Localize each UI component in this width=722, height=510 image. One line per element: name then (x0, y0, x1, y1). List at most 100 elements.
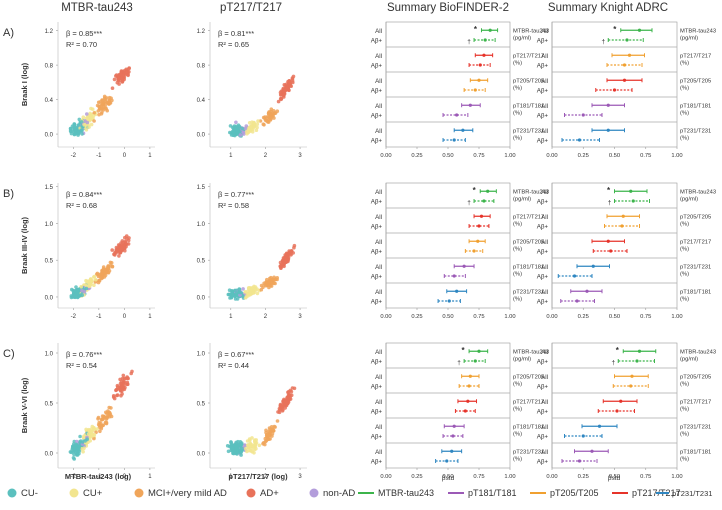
scatter-point (98, 423, 103, 428)
scatter-point (96, 274, 101, 279)
scatter-point (102, 94, 107, 99)
row-label-abeta: Aβ+ (371, 359, 383, 366)
scatter-point (254, 446, 258, 451)
x-tick-label: -2 (71, 314, 77, 320)
scatter-point (282, 255, 287, 260)
biomarker-unit: (%) (513, 60, 522, 66)
scatter-point (78, 434, 82, 439)
scatter-point (97, 278, 102, 283)
beta-annotation: β = 0.85*** (66, 29, 102, 38)
scatter-point (239, 453, 243, 457)
row-label-all: All (541, 189, 548, 196)
column-title: MTBR-tau243 (61, 2, 133, 14)
forest-x-tick: 0.25 (411, 474, 422, 480)
point-estimate-abeta (482, 199, 486, 203)
point-estimate-all (627, 53, 632, 57)
scatter-point (71, 456, 76, 460)
scatter-point (243, 290, 248, 294)
row-label-abeta: Aβ+ (537, 224, 549, 231)
r2-annotation: R² = 0.54 (66, 361, 97, 370)
scatter-point (229, 289, 234, 293)
biomarker-unit: (pg/ml) (513, 196, 531, 202)
row-label-all: All (541, 449, 548, 456)
scatter-point (100, 269, 104, 274)
scatter-point (119, 69, 124, 73)
scatter-point (249, 124, 253, 129)
x-axis-label: βstd (608, 475, 621, 482)
scatter-point (268, 118, 273, 122)
y-axis-label: Braak I (log) (20, 62, 29, 106)
legend-label: MTBR-tau243 (378, 488, 434, 498)
scatter-point (124, 67, 128, 72)
scatter-point (100, 98, 105, 103)
point-estimate-abeta (473, 88, 477, 92)
point-estimate-all (450, 449, 454, 453)
scatter-point (292, 386, 297, 391)
y-tick-label: 0.4 (197, 98, 206, 104)
row-label-all: All (375, 349, 382, 356)
x-tick-label: -2 (71, 474, 77, 480)
scatter-point (228, 296, 232, 300)
scatter-point (105, 108, 109, 113)
scatter-point (292, 243, 297, 248)
y-tick-label: 0.0 (45, 295, 54, 301)
biomarker-label: pT181/T181 (513, 103, 544, 109)
row-label-abeta: Aβ+ (371, 88, 383, 95)
biomarker-unit: (pg/ml) (513, 356, 531, 362)
scatter-point (278, 264, 283, 269)
biomarker-unit: (%) (680, 85, 689, 91)
point-estimate-abeta (451, 434, 455, 438)
scatter-point (235, 126, 239, 130)
point-estimate-abeta (467, 384, 471, 388)
biomarker-label: pT217/T217 (680, 399, 711, 405)
scatter-point (74, 442, 78, 447)
point-estimate-abeta (447, 299, 451, 303)
scatter-point (103, 97, 108, 102)
biomarker-label: pT231/T231 (513, 128, 544, 134)
y-axis-label: Braak V-VI (log) (20, 377, 29, 433)
point-estimate-all (585, 289, 589, 293)
forest-frame (385, 342, 511, 469)
point-estimate-abeta (473, 359, 477, 363)
forest-x-tick: 1.00 (671, 153, 682, 159)
r2-annotation: R² = 0.68 (66, 201, 97, 210)
biomarker-label: pT205/T205 (513, 78, 544, 84)
scatter-point (92, 274, 97, 279)
scatter-point (124, 234, 129, 238)
x-tick-label: 0 (123, 474, 127, 480)
row-label-all: All (541, 264, 548, 271)
scatter-point (90, 107, 95, 111)
row-label-all: All (375, 289, 382, 296)
point-estimate-all (476, 239, 480, 243)
row-label-abeta: Aβ+ (537, 384, 549, 391)
point-estimate-abeta (477, 224, 481, 228)
scatter-point (122, 376, 127, 381)
forest-x-tick: 0.75 (640, 153, 651, 159)
row-label-all: All (541, 349, 548, 356)
point-estimate-all (468, 374, 472, 378)
scatter-point (116, 243, 121, 247)
x-tick-label: 3 (298, 474, 302, 480)
scatter-point (234, 440, 238, 445)
r2-annotation: R² = 0.58 (218, 201, 249, 210)
biomarker-unit: (%) (513, 85, 522, 91)
scatter-point (270, 111, 275, 115)
point-estimate-all (606, 239, 610, 243)
scatter-point (88, 115, 92, 120)
scatter-point (256, 119, 260, 123)
point-estimate-all (462, 264, 466, 268)
row-label-all: All (375, 189, 382, 196)
y-tick-label: 1.0 (197, 352, 206, 358)
biomarker-unit: (%) (680, 431, 689, 437)
scatter-point (82, 123, 86, 127)
scatter-point (102, 271, 106, 276)
column-title: Summary Knight ADRC (548, 2, 668, 14)
beta-annotation: β = 0.84*** (66, 190, 102, 199)
forest-x-tick: 0.75 (640, 314, 651, 320)
scatter-point (265, 277, 269, 282)
x-tick-label: 1 (148, 314, 152, 320)
forest-x-tick: 0.25 (411, 153, 422, 159)
x-tick-label: 0 (123, 314, 127, 320)
scatter-point (118, 381, 123, 386)
scatter-point (76, 287, 80, 292)
